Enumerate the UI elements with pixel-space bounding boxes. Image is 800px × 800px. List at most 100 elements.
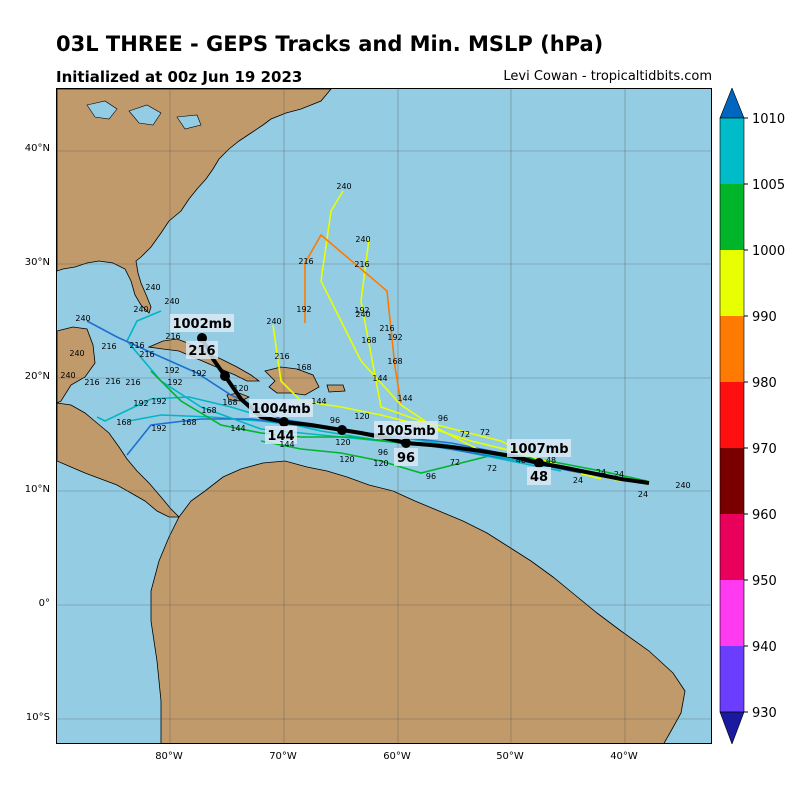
pressure-colorbar: 1010 1005 1000 990 980 970 960 950 940 9… [718, 87, 798, 745]
svg-text:1007mb: 1007mb [509, 442, 568, 457]
svg-text:144: 144 [311, 397, 326, 406]
track-map[interactable]: 1007mb 48 1005mb 96 1004mb 144 1002mb 21… [56, 88, 712, 744]
svg-text:1000: 1000 [752, 244, 785, 259]
lon-label-40w: 40°W [610, 751, 638, 762]
svg-text:192: 192 [133, 399, 148, 408]
svg-text:1002mb: 1002mb [172, 317, 231, 332]
svg-text:168: 168 [387, 357, 402, 366]
svg-text:48: 48 [516, 456, 526, 465]
svg-text:240: 240 [355, 235, 370, 244]
svg-text:96: 96 [330, 416, 340, 425]
great-lakes [86, 100, 202, 130]
svg-text:120: 120 [354, 412, 369, 421]
svg-text:72: 72 [460, 430, 470, 439]
svg-text:216: 216 [129, 341, 144, 350]
svg-text:144: 144 [372, 374, 387, 383]
mean-track-label-48: 1007mb 48 [507, 439, 571, 485]
svg-text:120: 120 [335, 438, 350, 447]
svg-text:940: 940 [752, 640, 777, 655]
svg-text:96: 96 [426, 472, 436, 481]
mean-track-label-216: 1002mb 216 [170, 314, 234, 359]
svg-text:980: 980 [752, 376, 777, 391]
svg-text:120: 120 [373, 459, 388, 468]
svg-text:240: 240 [60, 371, 75, 380]
map-title: 03L THREE - GEPS Tracks and Min. MSLP (h… [56, 32, 604, 56]
svg-text:216: 216 [105, 377, 120, 386]
svg-text:192: 192 [191, 369, 206, 378]
svg-text:990: 990 [752, 310, 777, 325]
svg-text:1005: 1005 [752, 178, 785, 193]
svg-text:48: 48 [530, 470, 548, 485]
mean-track [200, 337, 650, 485]
svg-text:168: 168 [222, 398, 237, 407]
svg-text:216: 216 [379, 324, 394, 333]
colorbar-band-960 [720, 514, 744, 580]
lat-label-40n: 40°N [24, 143, 50, 154]
mexico-land [57, 326, 96, 404]
colorbar-tick-labels: 1010 1005 1000 990 980 970 960 950 940 9… [744, 112, 785, 721]
svg-text:24: 24 [573, 476, 583, 485]
svg-text:24: 24 [638, 490, 648, 499]
svg-text:120: 120 [339, 455, 354, 464]
central-america-land [57, 402, 180, 518]
svg-text:960: 960 [752, 508, 777, 523]
svg-text:930: 930 [752, 706, 777, 721]
lat-label-10s: 10°S [25, 712, 50, 723]
lat-label-0: 0° [38, 598, 50, 609]
svg-text:144: 144 [230, 424, 245, 433]
svg-text:168: 168 [201, 406, 216, 415]
svg-text:216: 216 [298, 257, 313, 266]
svg-text:168: 168 [116, 418, 131, 427]
svg-text:192: 192 [151, 424, 166, 433]
svg-text:96: 96 [378, 448, 388, 457]
lon-label-70w: 70°W [269, 751, 297, 762]
svg-text:1004mb: 1004mb [251, 402, 310, 417]
lon-label-60w: 60°W [383, 751, 411, 762]
svg-text:168: 168 [296, 363, 311, 372]
svg-text:192: 192 [151, 397, 166, 406]
svg-text:216: 216 [274, 352, 289, 361]
colorbar-band-1005 [720, 184, 744, 250]
colorbar-band-990 [720, 316, 744, 382]
svg-text:120: 120 [233, 384, 248, 393]
svg-text:216: 216 [139, 350, 154, 359]
svg-text:72: 72 [487, 464, 497, 473]
svg-text:216: 216 [354, 260, 369, 269]
svg-text:192: 192 [167, 378, 182, 387]
svg-text:950: 950 [752, 574, 777, 589]
svg-text:240: 240 [145, 283, 160, 292]
svg-text:192: 192 [387, 333, 402, 342]
init-time: Initialized at 00z Jun 19 2023 [56, 68, 303, 86]
svg-text:24: 24 [596, 468, 606, 477]
colorbar-band-950 [720, 580, 744, 646]
svg-text:1010: 1010 [752, 112, 785, 127]
svg-text:240: 240 [336, 182, 351, 191]
svg-text:144: 144 [397, 394, 412, 403]
svg-text:240: 240 [164, 297, 179, 306]
colorbar-band-1000 [720, 250, 744, 316]
lon-label-50w: 50°W [496, 751, 524, 762]
colorbar-band-980 [720, 382, 744, 448]
svg-text:168: 168 [361, 336, 376, 345]
svg-text:216: 216 [84, 378, 99, 387]
svg-text:144: 144 [279, 440, 294, 449]
colorbar-band-970 [720, 448, 744, 514]
lat-label-20n: 20°N [24, 371, 50, 382]
credit-text: Levi Cowan - tropicaltidbits.com [503, 69, 712, 84]
mean-track-points [197, 333, 544, 468]
colorbar-bottom-cap [719, 711, 745, 745]
svg-text:240: 240 [133, 305, 148, 314]
svg-text:24: 24 [614, 470, 624, 479]
lat-label-30n: 30°N [24, 257, 50, 268]
lat-label-10n: 10°N [24, 484, 50, 495]
svg-text:96: 96 [438, 414, 448, 423]
lat-lon-grid [57, 89, 711, 743]
svg-text:144: 144 [267, 429, 294, 444]
svg-text:216: 216 [188, 344, 215, 359]
svg-text:216: 216 [125, 378, 140, 387]
svg-text:192: 192 [164, 366, 179, 375]
svg-text:970: 970 [752, 442, 777, 457]
south-america-land [150, 460, 686, 743]
mean-track-label-96: 1005mb 96 [374, 421, 438, 466]
colorbar-top-cap [719, 87, 745, 119]
